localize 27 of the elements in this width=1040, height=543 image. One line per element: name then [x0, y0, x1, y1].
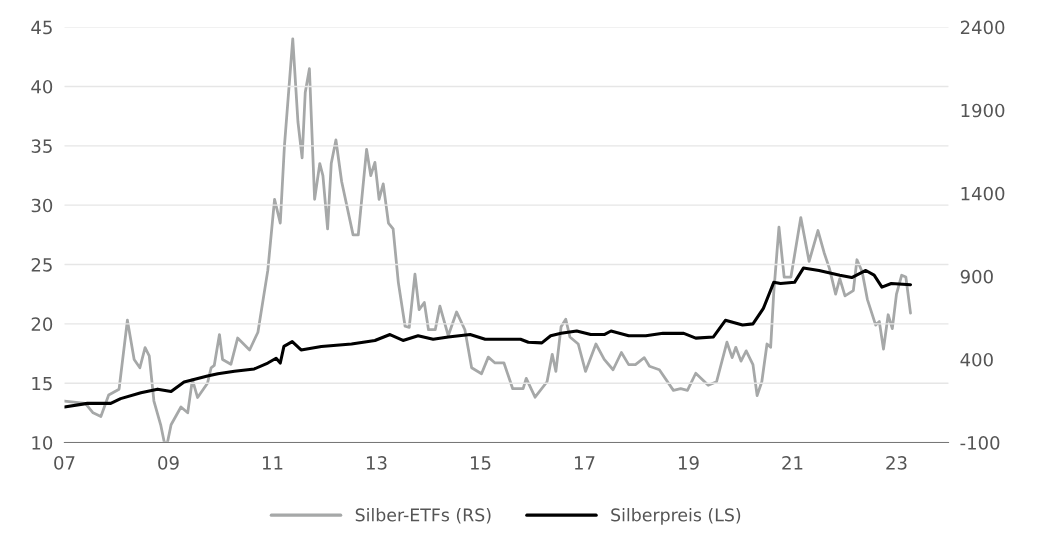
y2-tick-label: 2400: [960, 20, 1005, 35]
y-tick-label: 30: [31, 198, 53, 213]
y-tick-label: 25: [31, 257, 52, 272]
y2-tick-label: 400: [960, 352, 993, 367]
x-tick-label: 19: [678, 456, 699, 470]
x-tick-label: 11: [262, 456, 283, 470]
legend-label: Silberpreis (LS): [611, 508, 741, 525]
x-tick-label: 07: [54, 456, 75, 470]
y-tick-label: 10: [32, 436, 53, 450]
x-tick-label: 15: [470, 456, 491, 470]
y2-tick-label: 900: [960, 269, 993, 284]
line-series: [64, 266, 913, 409]
y-tick-label: 15: [32, 376, 52, 391]
legend-label: Silber-ETFs (RS): [355, 508, 491, 524]
y-tick-label: 45: [31, 20, 52, 35]
x-tick-label: 09: [158, 456, 179, 470]
x-tick-label: 21: [782, 456, 803, 470]
y2-tick-label: 1400: [961, 186, 1005, 201]
y2-tick-label: -100: [960, 436, 1000, 450]
y-tick-label: 40: [31, 79, 53, 94]
x-tick-label: 13: [366, 456, 387, 470]
y-tick-label: 35: [31, 139, 52, 153]
x-tick-label: 17: [574, 456, 595, 470]
line-series: [64, 37, 912, 443]
x-tick-label: 23: [886, 456, 907, 470]
y2-tick-label: 1900: [961, 103, 1005, 118]
y-tick-label: 20: [31, 317, 53, 331]
